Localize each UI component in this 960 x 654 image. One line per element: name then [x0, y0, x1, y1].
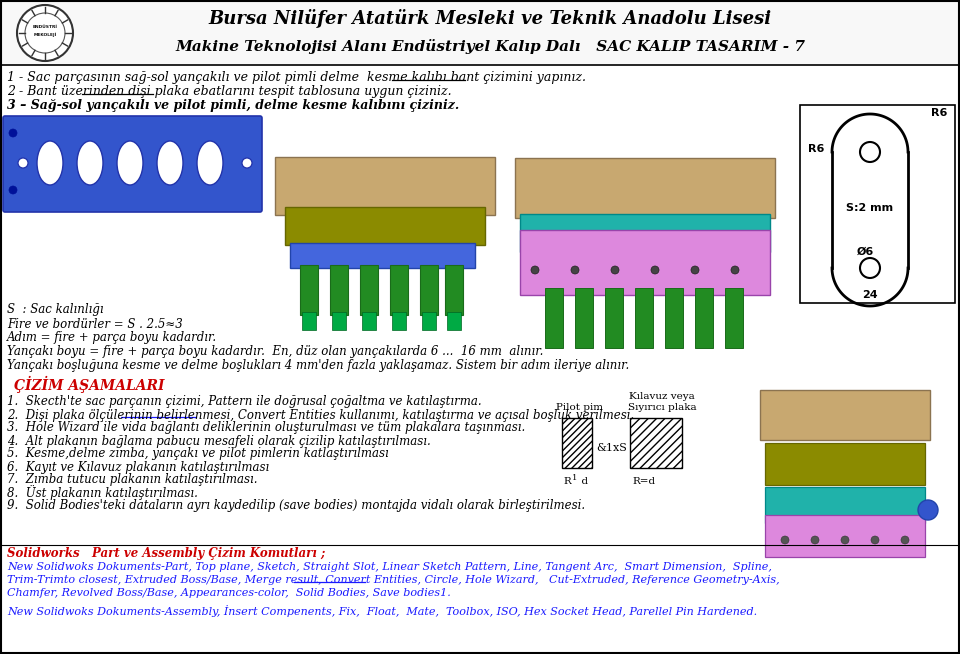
Circle shape	[691, 266, 699, 274]
Bar	[330, 265, 348, 315]
Text: ENDÜSTRİ: ENDÜSTRİ	[33, 25, 58, 29]
Text: R6: R6	[930, 108, 947, 118]
Bar	[575, 288, 593, 348]
Circle shape	[242, 158, 252, 168]
Text: Trim-Trimto closest, Extruded Boss/Base, Merge result, Convert Entities, Circle,: Trim-Trimto closest, Extruded Boss/Base,…	[7, 575, 780, 585]
Bar	[332, 312, 346, 330]
Bar	[520, 214, 770, 252]
Text: 1.  Skecth'te sac parçanın çizimi, Pattern ile doğrusal çoğaltma ve katılaştırma: 1. Skecth'te sac parçanın çizimi, Patter…	[7, 396, 482, 409]
Circle shape	[860, 142, 880, 162]
Bar	[635, 288, 653, 348]
Text: S  : Sac kalınlığı: S : Sac kalınlığı	[7, 303, 104, 317]
Circle shape	[731, 266, 739, 274]
Bar	[765, 515, 925, 557]
Bar	[765, 487, 925, 523]
Bar	[1, 1, 959, 65]
Bar	[360, 265, 378, 315]
Bar	[362, 312, 376, 330]
FancyBboxPatch shape	[3, 116, 262, 212]
Text: Yançakı boyu = fire + parça boyu kadardır.  En, düz olan yançakılarda 6 ...  16 : Yançakı boyu = fire + parça boyu kadardı…	[7, 345, 543, 358]
Text: 1 - Sac parçasının sağ-sol yançakılı ve pilot pimli delme  kesme kalıbı bant çiz: 1 - Sac parçasının sağ-sol yançakılı ve …	[7, 71, 586, 84]
Text: R   d: R d	[564, 477, 588, 487]
Circle shape	[571, 266, 579, 274]
Circle shape	[9, 129, 17, 137]
Circle shape	[531, 266, 539, 274]
Text: Kılavuz veya
Sıyırıcı plaka: Kılavuz veya Sıyırıcı plaka	[628, 392, 696, 412]
Circle shape	[918, 500, 938, 520]
Text: 3 – Sağ-sol yançakılı ve pilot pimli, delme kesme kalıbını çiziniz.: 3 – Sağ-sol yançakılı ve pilot pimli, de…	[7, 99, 459, 112]
Bar	[392, 312, 406, 330]
Text: Fire ve bordürler = S . 2.5≈3: Fire ve bordürler = S . 2.5≈3	[7, 317, 182, 330]
Circle shape	[811, 536, 819, 544]
Text: 1: 1	[572, 474, 577, 482]
Text: 6.  Kayıt ve Kılavuz plakanın katılaştırılması: 6. Kayıt ve Kılavuz plakanın katılaştırı…	[7, 460, 269, 473]
Circle shape	[17, 5, 73, 61]
Text: R6: R6	[808, 144, 825, 154]
Text: 2 - Bant üzerinden dişi plaka ebatlarını tespit tablosuna uygun çiziniz.: 2 - Bant üzerinden dişi plaka ebatlarını…	[7, 86, 451, 99]
Text: R=d: R=d	[632, 477, 655, 487]
Text: 5.  Kesme,delme zımba, yançakı ve pilot pimlerin katlaştırılması: 5. Kesme,delme zımba, yançakı ve pilot p…	[7, 447, 389, 460]
Circle shape	[781, 536, 789, 544]
Bar	[447, 312, 461, 330]
Bar	[665, 288, 683, 348]
Bar	[800, 105, 955, 303]
Bar	[760, 390, 930, 440]
Text: Solidworks   Part ve Assembly Çizim Komutları ;: Solidworks Part ve Assembly Çizim Komutl…	[7, 547, 325, 560]
Circle shape	[611, 266, 619, 274]
Bar	[422, 312, 436, 330]
Text: Ø6: Ø6	[856, 247, 874, 257]
Bar	[562, 418, 592, 468]
Text: Bursa Nilüfer Atatürk Mesleki ve Teknik Anadolu Lisesi: Bursa Nilüfer Atatürk Mesleki ve Teknik …	[208, 9, 772, 27]
Ellipse shape	[117, 141, 143, 185]
Circle shape	[9, 186, 17, 194]
Bar	[765, 443, 925, 485]
Bar	[605, 288, 623, 348]
Ellipse shape	[77, 141, 103, 185]
Bar	[275, 157, 495, 215]
Bar	[515, 158, 775, 218]
Text: New Solidwoks Dokuments-Part, Top plane, Sketch, Straight Slot, Linear Sketch Pa: New Solidwoks Dokuments-Part, Top plane,…	[7, 562, 772, 572]
Text: 3.  Hole Wizard ile vida bağlantı deliklerinin oluşturulması ve tüm plakalara ta: 3. Hole Wizard ile vida bağlantı delikle…	[7, 421, 525, 434]
Bar	[520, 230, 770, 295]
Bar	[302, 312, 316, 330]
Text: S:2 mm: S:2 mm	[847, 203, 894, 213]
Circle shape	[860, 258, 880, 278]
Circle shape	[651, 266, 659, 274]
Text: 7.  Zımba tutucu plakanın katılaştırılması.: 7. Zımba tutucu plakanın katılaştırılmas…	[7, 473, 257, 487]
Bar	[290, 243, 475, 268]
Text: &1xS: &1xS	[596, 443, 628, 453]
Text: Adım = fire + parça boyu kadardır.: Adım = fire + parça boyu kadardır.	[7, 332, 217, 345]
Text: 2.  Dişi plaka ölçülerinin belirlenmesi, Convert Entities kullanımı, katılaştırm: 2. Dişi plaka ölçülerinin belirlenmesi, …	[7, 409, 635, 421]
Text: 9.  Solid Bodies'teki dataların ayrı kaydedilip (save bodies) montajda vidalı ol: 9. Solid Bodies'teki dataların ayrı kayd…	[7, 500, 586, 513]
Bar	[300, 265, 318, 315]
Ellipse shape	[157, 141, 183, 185]
Circle shape	[18, 158, 28, 168]
Bar	[420, 265, 438, 315]
Bar	[445, 265, 463, 315]
Circle shape	[871, 536, 879, 544]
Bar	[545, 288, 563, 348]
Text: Yançakı boşluğuna kesme ve delme boşlukları 4 mm'den fazla yaklaşamaz. Sistem bi: Yançakı boşluğuna kesme ve delme boşlukl…	[7, 360, 629, 373]
Text: 4.  Alt plakanın bağlama pabucu mesafeli olarak çizilip katılaştırılması.: 4. Alt plakanın bağlama pabucu mesafeli …	[7, 434, 431, 447]
Text: 24: 24	[862, 290, 877, 300]
Bar	[695, 288, 713, 348]
Text: Pilot pim: Pilot pim	[557, 404, 604, 413]
Text: ÇİZİM AŞAMALARI: ÇİZİM AŞAMALARI	[14, 375, 164, 392]
Bar	[630, 418, 682, 468]
Text: Makine Teknolojisi Alanı Endüstriyel Kalıp Dalı   SAC KALIP TASARIM - 7: Makine Teknolojisi Alanı Endüstriyel Kal…	[175, 39, 805, 54]
Circle shape	[841, 536, 849, 544]
Ellipse shape	[37, 141, 63, 185]
Bar	[390, 265, 408, 315]
Text: Chamfer, Revolved Boss/Base, Appearances-color,  Solid Bodies, Save bodies1.: Chamfer, Revolved Boss/Base, Appearances…	[7, 588, 451, 598]
Bar	[725, 288, 743, 348]
Text: New Solidwoks Dokuments-Assembly, İnsert Compenents, Fix,  Float,  Mate,  Toolbo: New Solidwoks Dokuments-Assembly, İnsert…	[7, 605, 757, 617]
Text: 8.  Üst plakanın katılaştırılması.: 8. Üst plakanın katılaştırılması.	[7, 485, 198, 500]
Ellipse shape	[197, 141, 223, 185]
Text: MEKOLEJİ: MEKOLEJİ	[34, 33, 57, 37]
Bar	[285, 207, 485, 245]
Circle shape	[901, 536, 909, 544]
